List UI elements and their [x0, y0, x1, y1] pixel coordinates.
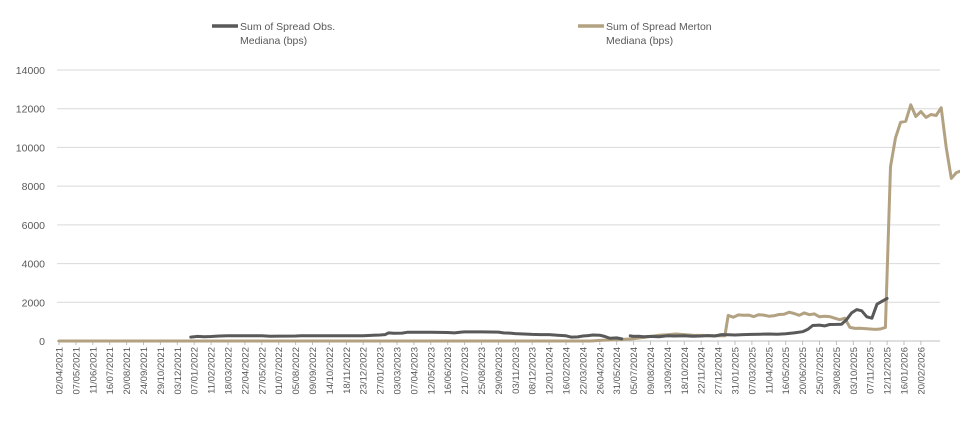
x-tick-label: 08/12/2023	[528, 347, 539, 395]
x-tick-label: 09/08/2024	[646, 347, 657, 395]
x-tick-label: 20/02/2026	[916, 347, 927, 395]
x-tick-label: 03/03/2023	[393, 347, 404, 395]
x-tick-label: 16/06/2023	[443, 347, 454, 395]
x-tick-label: 07/05/2021	[71, 347, 82, 395]
x-tick-label: 16/07/2021	[105, 347, 116, 395]
x-tick-label: 27/05/2022	[257, 347, 268, 395]
legend-label-obs-line1: Sum of Spread Obs.	[240, 21, 335, 33]
x-tick-label: 22/03/2024	[578, 347, 589, 395]
x-tick-label: 14/10/2022	[325, 347, 336, 395]
x-tick-label: 29/10/2021	[156, 347, 167, 395]
x-tick-label: 27/12/2024	[714, 347, 725, 395]
y-tick-label: 14000	[16, 65, 45, 77]
x-tick-label: 02/04/2021	[55, 347, 66, 395]
y-tick-label: 6000	[22, 220, 46, 232]
x-tick-label: 16/01/2026	[900, 347, 911, 395]
x-tick-label: 12/12/2025	[883, 347, 894, 395]
y-tick-label: 8000	[22, 181, 46, 193]
x-tick-label: 05/07/2024	[629, 347, 640, 395]
x-tick-label: 18/10/2024	[680, 347, 691, 395]
y-tick-label: 4000	[22, 259, 46, 271]
gridlines	[57, 69, 940, 342]
legend-label-merton-line1: Sum of Spread Merton	[606, 21, 712, 33]
x-tick-label: 07/01/2022	[190, 347, 201, 395]
x-tick-label: 07/11/2025	[866, 347, 877, 394]
y-tick-label: 12000	[16, 104, 45, 116]
x-axis-ticks: 02/04/2021 07/05/2021 11/06/2021 16/07/2021…	[55, 341, 927, 395]
x-tick-label: 12/05/2023	[426, 347, 437, 395]
x-tick-label: 05/08/2022	[291, 347, 302, 395]
legend-item-obs: Sum of Spread Obs. Mediana (bps)	[212, 21, 335, 47]
x-tick-label: 03/10/2025	[849, 347, 860, 395]
series-line-merton	[57, 103, 960, 343]
x-tick-label: 27/01/2023	[376, 347, 387, 395]
x-tick-label: 01/07/2022	[274, 347, 285, 395]
x-tick-label: 23/12/2022	[359, 347, 370, 395]
x-tick-label: 13/09/2024	[663, 347, 674, 395]
x-tick-label: 11/02/2022	[207, 347, 218, 394]
x-tick-label: 21/07/2023	[460, 347, 471, 395]
series-lines	[57, 103, 960, 343]
x-tick-label: 31/05/2024	[612, 347, 623, 395]
x-tick-label: 26/04/2024	[595, 347, 606, 395]
x-tick-label: 24/09/2021	[139, 347, 150, 395]
y-tick-label: 2000	[22, 297, 46, 309]
x-tick-label: 29/09/2023	[494, 347, 505, 395]
x-tick-label: 31/01/2025	[731, 347, 742, 395]
y-tick-label: 10000	[16, 142, 45, 154]
x-tick-label: 11/06/2021	[88, 347, 99, 394]
x-tick-label: 29/08/2025	[832, 347, 843, 395]
x-tick-label: 22/11/2024	[697, 347, 708, 394]
x-tick-label: 11/04/2025	[764, 347, 775, 394]
x-tick-label: 20/06/2025	[798, 347, 809, 395]
x-tick-label: 03/11/2023	[511, 347, 522, 394]
x-tick-label: 09/09/2022	[308, 347, 319, 395]
legend-label-obs-line2: Mediana (bps)	[240, 35, 307, 47]
x-tick-label: 07/03/2025	[747, 347, 758, 395]
x-tick-label: 07/04/2023	[409, 347, 420, 395]
x-tick-label: 03/12/2021	[173, 347, 184, 395]
x-tick-label: 16/02/2024	[562, 347, 573, 395]
x-tick-label: 18/11/2022	[342, 347, 353, 394]
x-tick-label: 16/05/2025	[781, 347, 792, 395]
x-tick-label: 18/03/2022	[224, 347, 235, 395]
x-tick-label: 12/01/2024	[545, 347, 556, 395]
series-line-obs	[189, 296, 889, 341]
legend: Sum of Spread Obs. Mediana (bps) Sum of …	[212, 21, 712, 47]
x-tick-label: 25/07/2025	[815, 347, 826, 395]
y-tick-label: 0	[39, 336, 45, 348]
x-tick-label: 25/08/2023	[477, 347, 488, 395]
x-tick-label: 22/04/2022	[240, 347, 251, 395]
legend-item-merton: Sum of Spread Merton Mediana (bps)	[578, 21, 712, 47]
x-tick-label: 20/08/2021	[122, 347, 133, 395]
legend-label-merton-line2: Mediana (bps)	[606, 35, 673, 47]
y-axis-ticks: 0 2000 4000 6000 8000 10000 12000 14000	[16, 65, 45, 348]
